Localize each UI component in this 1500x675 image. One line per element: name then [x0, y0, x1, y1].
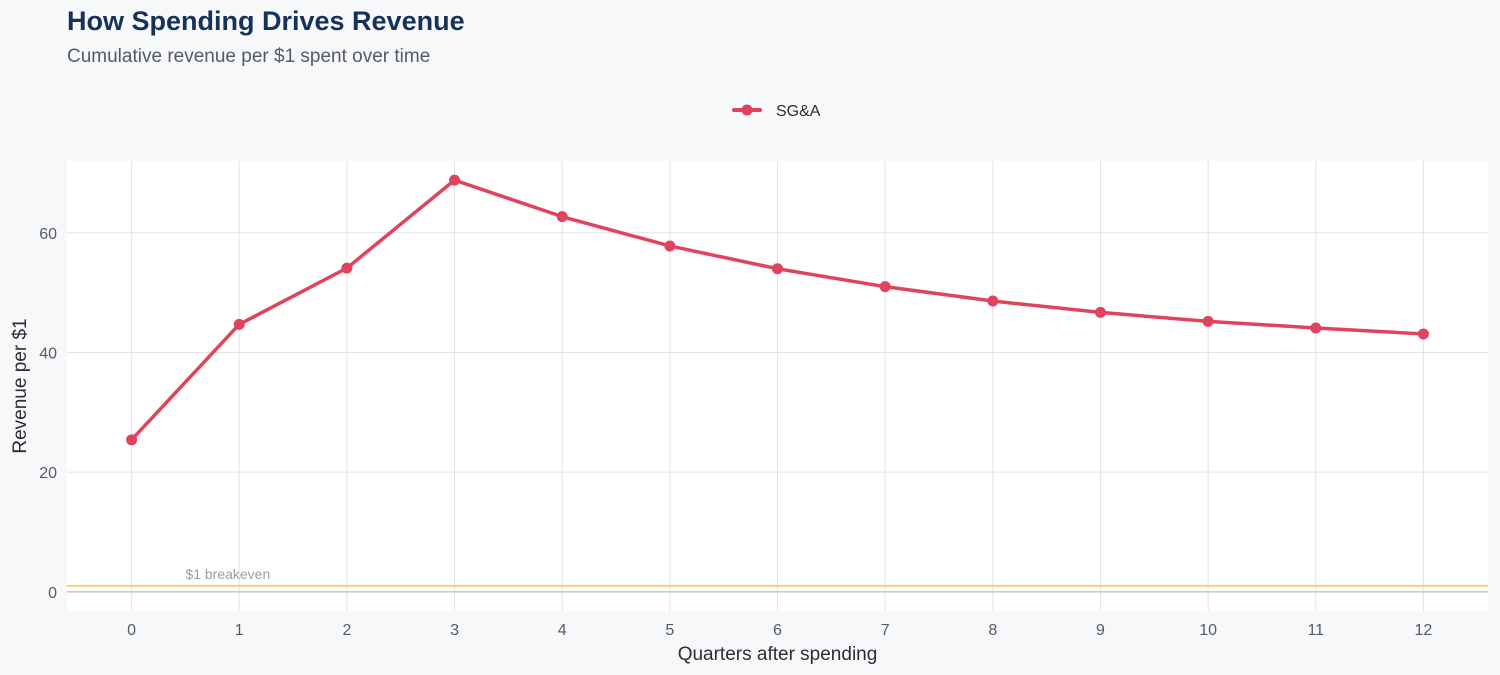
x-tick-label: 0 — [127, 622, 136, 639]
legend: SG&A — [732, 103, 821, 120]
x-tick-label: 5 — [665, 622, 674, 639]
series-sga — [126, 174, 1429, 446]
x-tick-label: 7 — [881, 622, 890, 639]
breakeven-reference: $1 breakeven — [67, 566, 1488, 587]
y-tick-label: 40 — [39, 345, 57, 362]
x-tick-label: 10 — [1199, 622, 1217, 639]
data-point — [449, 174, 461, 186]
legend-label-sga: SG&A — [776, 103, 821, 120]
x-axis-ticks: 0 1 2 3 4 5 6 7 8 9 10 11 12 — [127, 622, 1432, 639]
data-point — [1417, 328, 1429, 340]
data-point — [1310, 322, 1322, 334]
x-axis-title: Quarters after spending — [678, 644, 878, 665]
data-point — [233, 318, 245, 330]
y-axis-title: Revenue per $1 — [10, 318, 31, 453]
x-tick-label: 6 — [773, 622, 782, 639]
x-tick-label: 1 — [235, 622, 244, 639]
x-tick-label: 4 — [558, 622, 567, 639]
data-point — [772, 263, 783, 275]
data-point — [664, 240, 676, 252]
legend-marker-sga — [741, 104, 753, 116]
x-tick-label: 3 — [450, 622, 459, 639]
gridlines — [67, 161, 1488, 611]
data-point — [126, 434, 138, 446]
chart-title: How Spending Drives Revenue — [67, 6, 465, 36]
data-point — [1094, 306, 1106, 318]
data-point — [987, 295, 999, 307]
y-tick-label: 0 — [48, 585, 57, 602]
data-point — [1202, 315, 1214, 327]
x-tick-label: 12 — [1415, 622, 1433, 639]
y-tick-label: 20 — [39, 465, 57, 482]
data-point — [879, 281, 891, 293]
data-point — [341, 262, 353, 274]
breakeven-label: $1 breakeven — [185, 566, 270, 582]
data-point — [556, 211, 568, 223]
y-tick-label: 60 — [39, 226, 57, 243]
x-tick-label: 2 — [342, 622, 351, 639]
x-tick-label: 11 — [1307, 622, 1324, 639]
x-tick-label: 8 — [988, 622, 997, 639]
chart-subtitle: Cumulative revenue per $1 spent over tim… — [67, 46, 431, 67]
y-axis-ticks: 0 20 40 60 — [39, 226, 57, 602]
x-tick-label: 9 — [1096, 622, 1105, 639]
